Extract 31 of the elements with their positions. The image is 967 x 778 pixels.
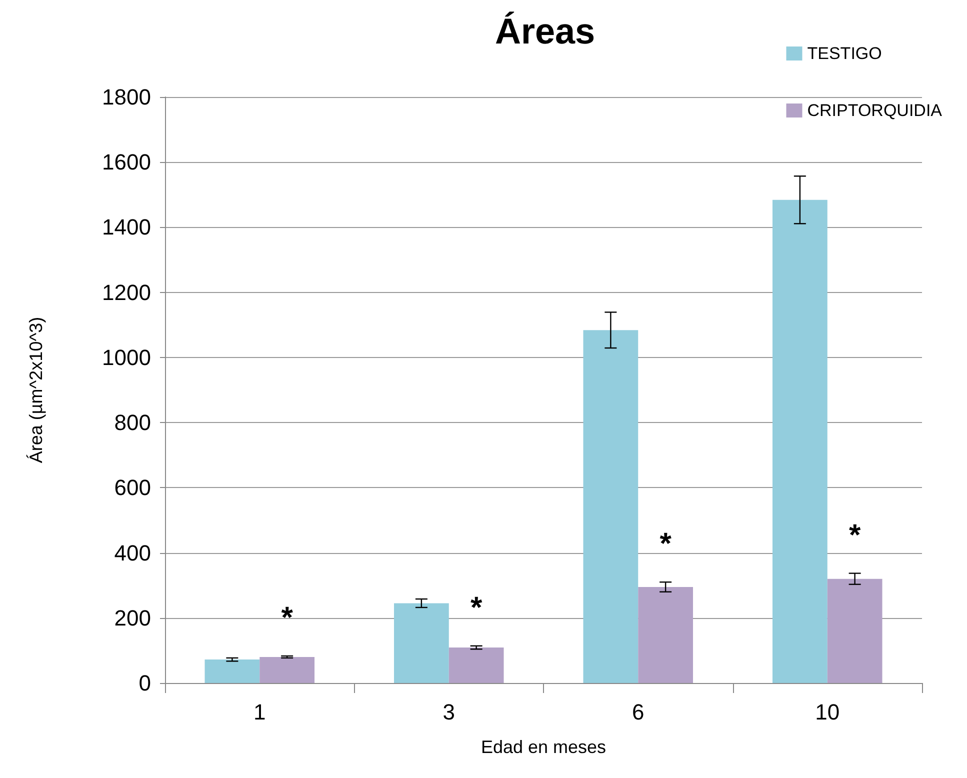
x-axis-title: Edad en meses [480, 737, 606, 757]
bar [638, 586, 694, 683]
y-tick-label: 800 [114, 410, 151, 436]
chart-title: Áreas [494, 10, 596, 52]
bar [204, 660, 260, 683]
x-tick-label: 6 [632, 700, 644, 724]
annotation: * [660, 528, 672, 561]
x-tick-label: 10 [815, 700, 840, 724]
y-tick-label: 0 [138, 670, 151, 696]
annotation: * [281, 601, 294, 634]
y-tick-label: 1400 [102, 214, 151, 240]
y-axis-title: Área (µm^2x10^3) [26, 316, 46, 464]
bar [448, 648, 504, 683]
x-tick-label: 3 [442, 700, 455, 724]
bar [394, 603, 449, 683]
legend-label: TESTIGO [807, 44, 882, 63]
y-tick-label: 1000 [102, 344, 151, 370]
legend-label: CRIPTORQUIDIA [807, 101, 943, 120]
y-tick-label: 1600 [102, 150, 151, 175]
bar [772, 200, 828, 683]
y-tick-label: 200 [114, 605, 151, 630]
bar [827, 578, 882, 683]
bar [583, 330, 638, 683]
x-tick-label: 1 [254, 700, 266, 724]
y-tick-label: 1800 [102, 84, 151, 110]
bar [260, 656, 315, 683]
y-tick-label: 1200 [102, 280, 151, 305]
annotation: * [470, 591, 482, 624]
annotation: * [848, 518, 861, 552]
y-tick-label: 600 [114, 475, 151, 500]
y-tick-label: 400 [114, 540, 151, 566]
